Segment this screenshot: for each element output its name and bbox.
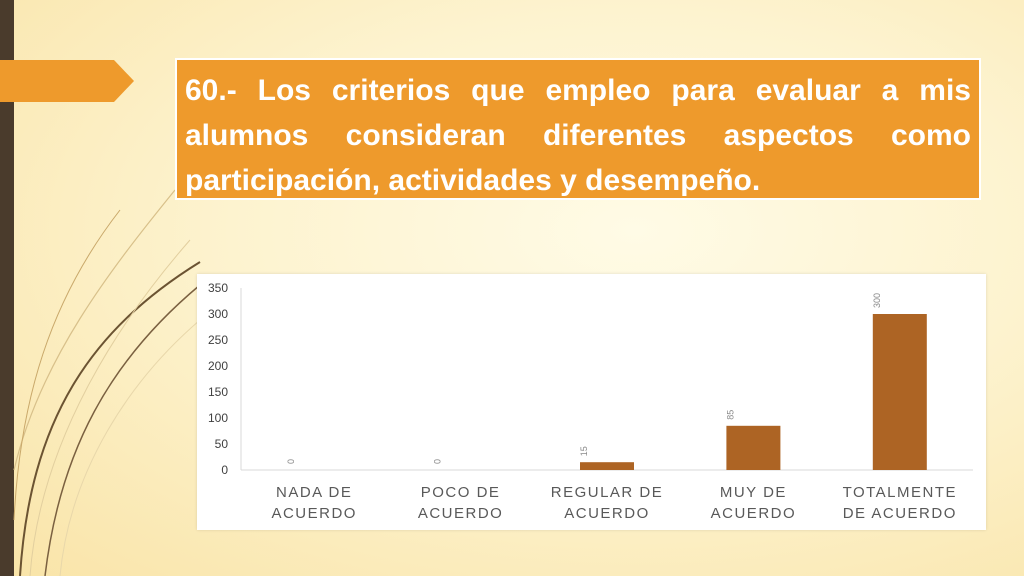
bar bbox=[580, 462, 634, 470]
category-label: ACUERDO bbox=[711, 505, 797, 522]
y-tick-label: 150 bbox=[208, 385, 228, 399]
arrow-tab bbox=[0, 60, 134, 102]
data-label: 0 bbox=[286, 459, 296, 464]
bar bbox=[726, 425, 781, 470]
y-tick-label: 100 bbox=[208, 411, 228, 425]
left-accent-bar bbox=[0, 0, 14, 576]
category-label: ACUERDO bbox=[418, 505, 504, 522]
category-label: DE ACUERDO bbox=[843, 505, 957, 522]
slide-title: 60.- Los criterios que empleo para evalu… bbox=[185, 74, 971, 197]
data-label: 300 bbox=[872, 293, 882, 308]
category-label: ACUERDO bbox=[564, 505, 650, 522]
y-tick-label: 0 bbox=[221, 463, 228, 477]
data-label: 15 bbox=[579, 446, 589, 456]
y-tick-label: 200 bbox=[208, 359, 228, 373]
data-label: 85 bbox=[725, 410, 735, 420]
category-label: ACUERDO bbox=[271, 505, 357, 522]
category-label: POCO DE bbox=[421, 484, 501, 501]
y-tick-label: 50 bbox=[215, 437, 229, 451]
category-label: REGULAR DE bbox=[551, 484, 664, 501]
decorative-swoosh bbox=[13, 189, 201, 576]
data-label: 0 bbox=[433, 459, 443, 464]
bar bbox=[872, 314, 927, 470]
y-tick-label: 250 bbox=[208, 333, 228, 347]
category-label: MUY DE bbox=[720, 484, 787, 501]
title-box: 60.- Los criterios que empleo para evalu… bbox=[175, 58, 981, 200]
chart-panel: 0 50 100 150 200 250 300 350 0 NADA DE ACUERDO 0 POC… bbox=[197, 274, 986, 530]
y-tick-label: 300 bbox=[208, 307, 228, 321]
y-tick-label: 350 bbox=[208, 281, 228, 295]
bar-chart: 0 50 100 150 200 250 300 350 0 NADA DE ACUERDO 0 POC… bbox=[208, 281, 973, 522]
category-label: TOTALMENTE bbox=[843, 484, 957, 501]
category-label: NADA DE bbox=[276, 484, 352, 501]
